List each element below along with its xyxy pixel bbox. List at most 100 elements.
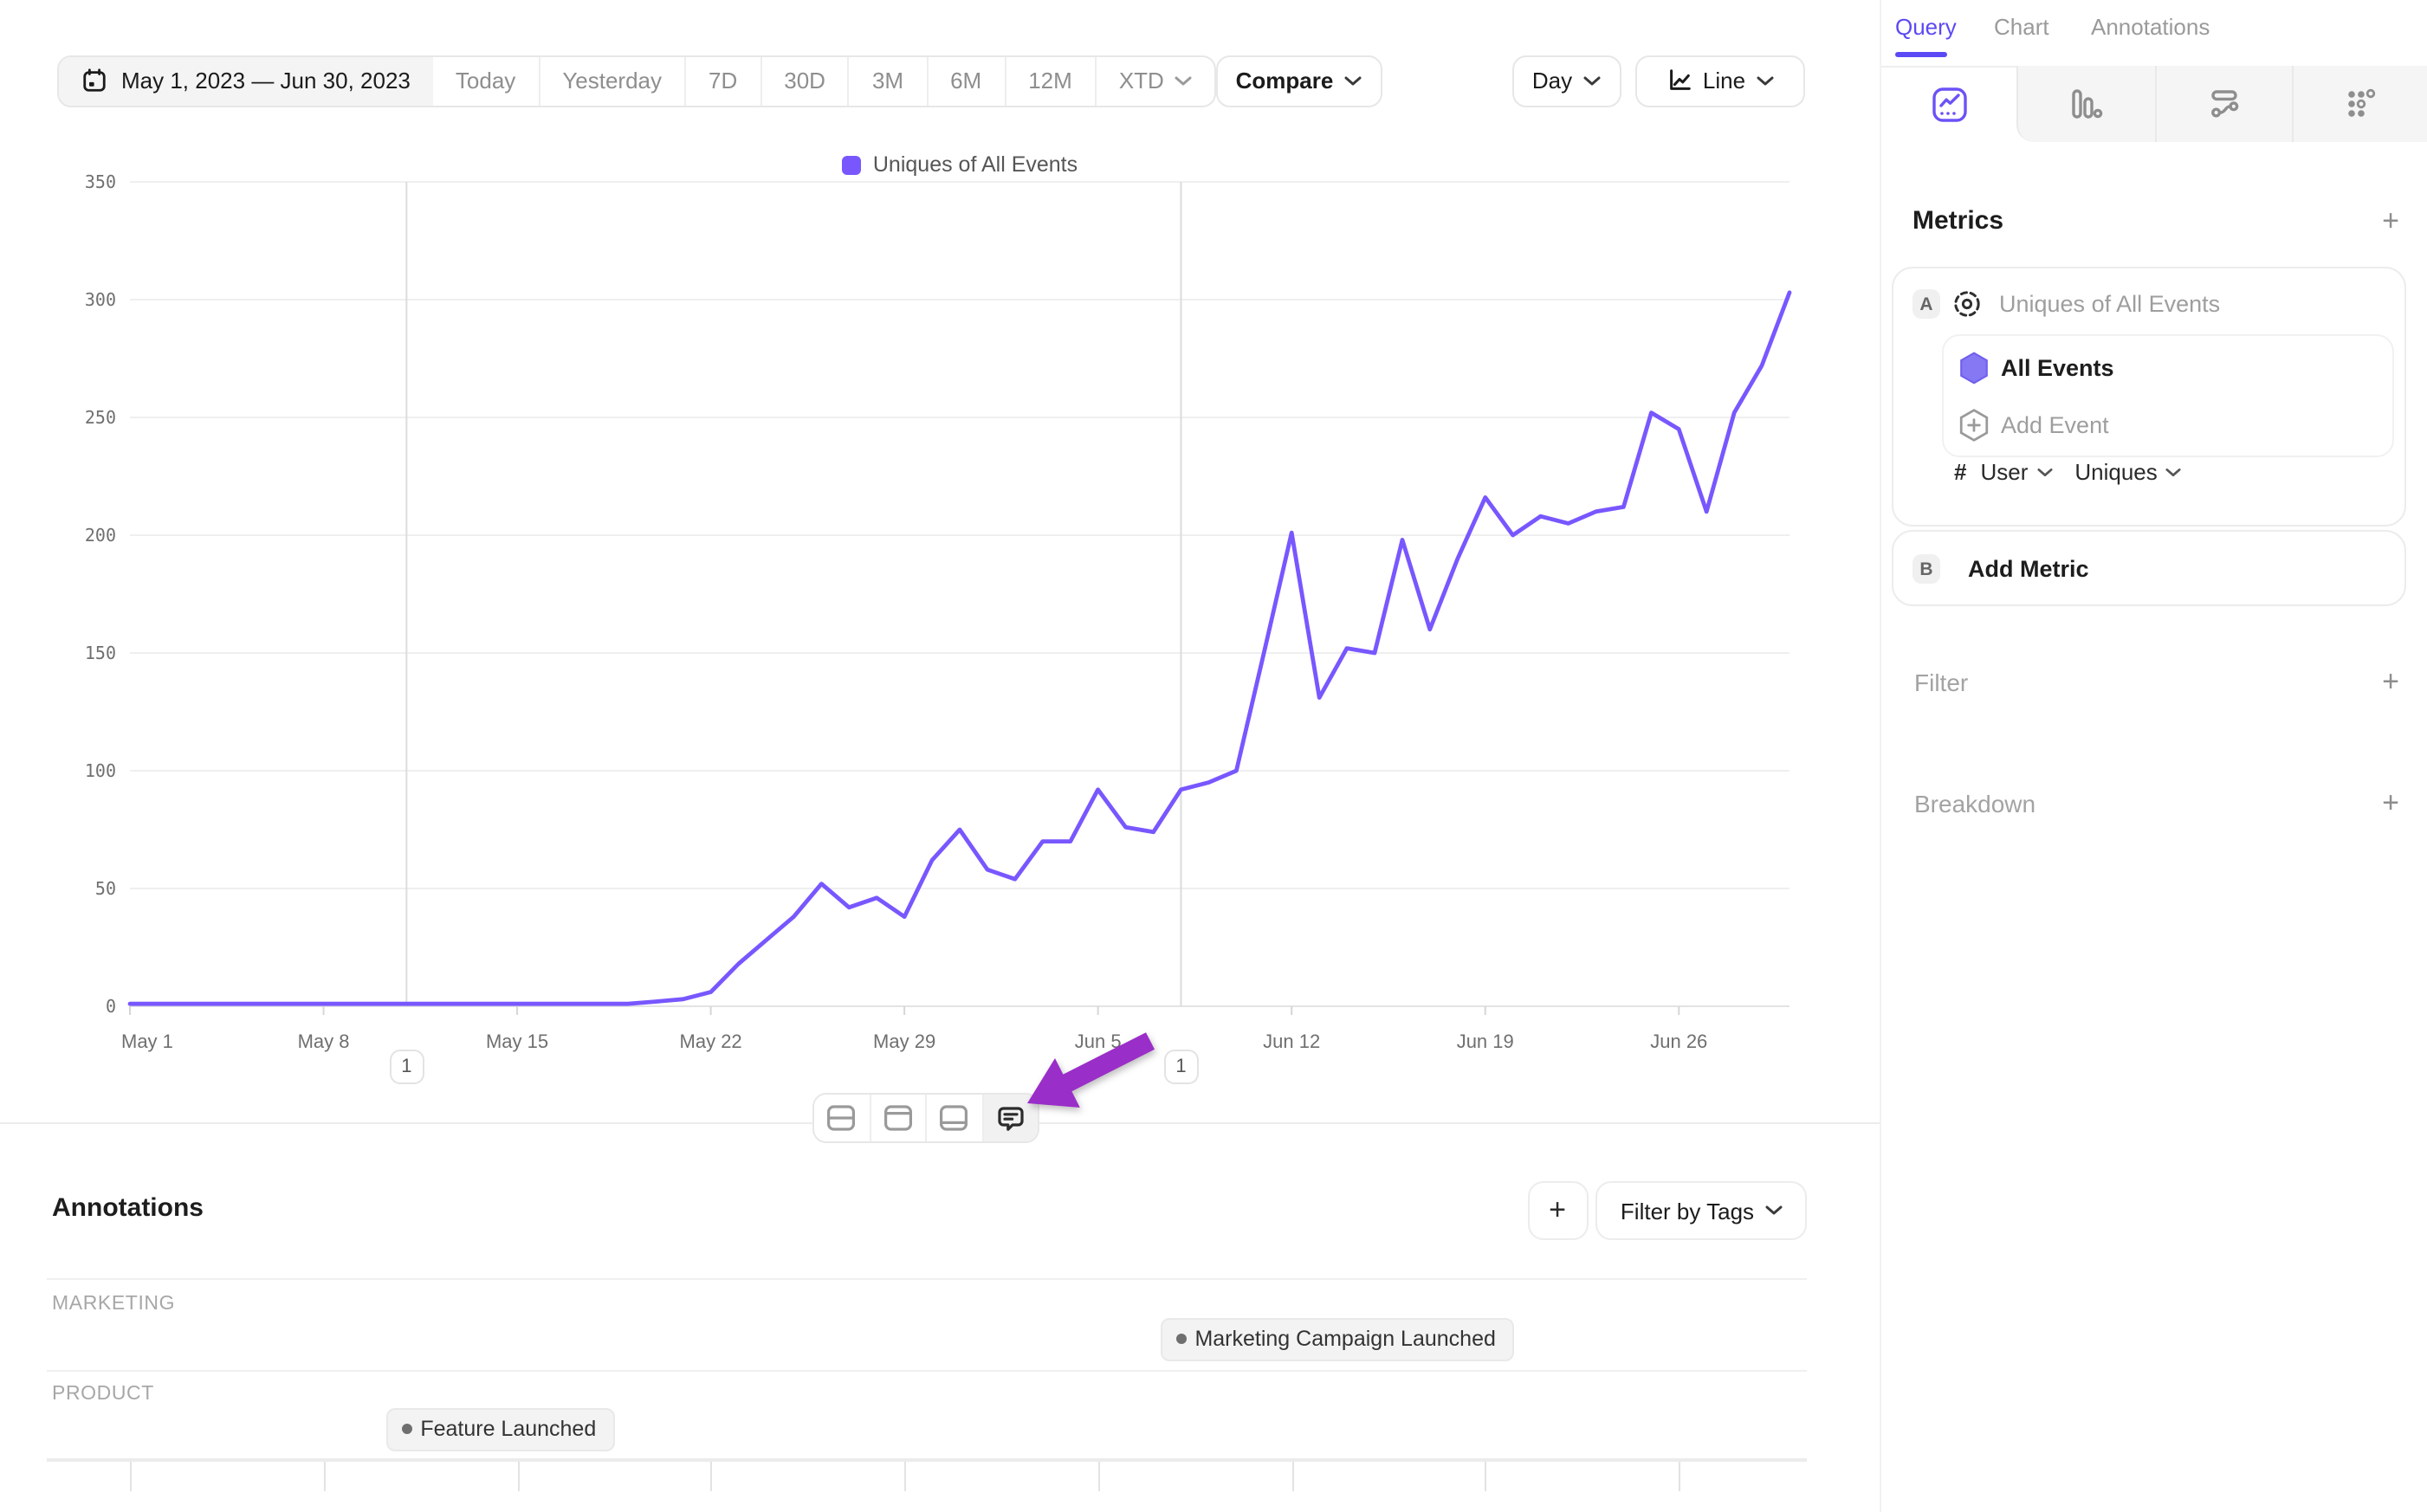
annotation-count-badge[interactable]: 1 <box>1163 1050 1199 1084</box>
filter-by-tags-label: Filter by Tags <box>1620 1198 1755 1224</box>
y-axis-tick-label: 150 <box>85 643 116 663</box>
ruler-tick <box>1485 1462 1487 1491</box>
x-axis-tick-label: May 8 <box>298 1031 350 1052</box>
breakdown-section-label: Breakdown <box>1914 790 2036 817</box>
x-axis-tick-label: May 22 <box>680 1031 742 1052</box>
chart-type-dropdown[interactable]: Line <box>1635 55 1804 107</box>
y-axis-tick-label: 250 <box>85 407 116 428</box>
preset-6m-button[interactable]: 6M <box>926 56 1004 105</box>
line-chart[interactable]: 0 50 100 150 200 250 300 350 May 1 May 8 May 15 May… <box>47 165 1796 1065</box>
chevron-down-icon <box>1175 75 1192 85</box>
add-breakdown-button[interactable]: + <box>2382 788 2399 817</box>
tab-query[interactable]: Query <box>1895 14 1957 40</box>
y-axis-tick-label: 350 <box>85 171 116 192</box>
annotation-chip-label: Feature Launched <box>420 1417 597 1441</box>
ruler-tick <box>130 1462 132 1491</box>
metric-b-badge: B <box>1912 554 1940 584</box>
chevron-down-icon <box>1756 75 1773 85</box>
aggregation-function-dropdown[interactable]: Uniques <box>2074 459 2158 485</box>
calendar-icon <box>83 68 106 92</box>
tab-annotations[interactable]: Annotations <box>2091 14 2210 40</box>
events-list-card: All Events Add Event <box>1942 334 2394 457</box>
bottom-panel-layout-button[interactable] <box>925 1095 981 1141</box>
add-filter-button[interactable]: + <box>2382 667 2399 696</box>
add-annotation-button[interactable]: + <box>1527 1181 1588 1240</box>
x-axis-tick-label: Jun 26 <box>1650 1031 1707 1052</box>
plus-icon: + <box>2382 204 2399 237</box>
bottom-panel-layout-icon <box>940 1105 968 1131</box>
top-panel-layout-button[interactable] <box>869 1095 925 1141</box>
annotations-panel-title: Annotations <box>52 1193 204 1223</box>
x-axis-tick-label: Jun 19 <box>1457 1031 1514 1052</box>
event-item-label[interactable]: All Events <box>2001 355 2114 381</box>
count-symbol: # <box>1954 459 1967 485</box>
chevron-down-icon <box>2166 468 2182 476</box>
split-horizontal-layout-icon <box>827 1105 856 1131</box>
x-axis-tick-label: May 29 <box>873 1031 935 1052</box>
add-event-hexagon-icon <box>1959 409 1989 442</box>
preset-3m-button[interactable]: 3M <box>847 56 926 105</box>
annotation-dot-icon <box>1175 1334 1187 1344</box>
flows-view-tab[interactable] <box>2154 65 2292 141</box>
plus-icon: + <box>2382 665 2399 698</box>
ruler-tick <box>1291 1462 1294 1491</box>
plus-icon: + <box>2382 786 2399 819</box>
chevron-down-icon <box>2036 468 2052 476</box>
line-insights-icon <box>1932 87 1966 121</box>
metric-a-badge: A <box>1912 289 1940 319</box>
x-axis-tick-label: May 1 <box>121 1031 173 1052</box>
metric-a-name[interactable]: Uniques of All Events <box>1999 291 2221 317</box>
top-panel-layout-icon <box>883 1105 912 1131</box>
y-axis-tick-label: 0 <box>106 996 116 1017</box>
flows-icon <box>2210 89 2238 117</box>
annotations-comment-button[interactable] <box>981 1095 1038 1141</box>
x-axis-tick-label: Jun 12 <box>1263 1031 1320 1052</box>
ruler-tick <box>710 1462 713 1491</box>
series-color-swatch <box>841 155 861 174</box>
all-events-hexagon-icon <box>1960 352 1988 384</box>
compare-button[interactable]: Compare <box>1215 55 1382 107</box>
line-chart-icon <box>1670 69 1691 90</box>
add-metric-card[interactable]: B Add Metric <box>1892 530 2406 606</box>
date-range-label: May 1, 2023 — Jun 30, 2023 <box>121 68 411 94</box>
uniques-series-line[interactable] <box>127 290 1792 1006</box>
active-tab-underline <box>1895 52 1947 57</box>
chart-footer-toolbar <box>812 1093 1039 1143</box>
metrics-heading: Metrics <box>1912 206 2004 236</box>
compare-label: Compare <box>1235 68 1334 94</box>
annotation-dot-icon <box>401 1424 412 1434</box>
ruler-tick <box>323 1462 326 1491</box>
lane-divider <box>47 1277 1807 1279</box>
add-event-button[interactable]: Add Event <box>2001 412 2109 438</box>
annotation-count-badge[interactable]: 1 <box>389 1050 424 1084</box>
aggregation-row: # User Uniques <box>1954 459 2182 485</box>
preset-yesterday-button[interactable]: Yesterday <box>538 56 684 105</box>
preset-30d-button[interactable]: 30D <box>760 56 848 105</box>
tab-chart[interactable]: Chart <box>1994 14 2049 40</box>
date-range-segmented-control: May 1, 2023 — Jun 30, 2023 Today Yesterda… <box>57 55 1216 107</box>
aggregation-entity-dropdown[interactable]: User <box>1980 459 2029 485</box>
split-horizontal-layout-button[interactable] <box>814 1095 869 1141</box>
annotation-chip[interactable]: Feature Launched <box>385 1407 616 1451</box>
filter-by-tags-dropdown[interactable]: Filter by Tags <box>1595 1181 1807 1240</box>
metric-settings-icon[interactable] <box>1951 288 1984 320</box>
y-axis-tick-label: 300 <box>85 289 116 310</box>
preset-today-button[interactable]: Today <box>455 68 516 94</box>
line-insights-view-tab[interactable] <box>1881 65 2017 141</box>
dot-grid-view-tab[interactable] <box>2291 65 2427 141</box>
date-range-button[interactable]: May 1, 2023 — Jun 30, 2023 <box>59 56 433 105</box>
granularity-dropdown[interactable]: Day <box>1511 55 1621 107</box>
comment-bubble-icon <box>997 1106 1024 1130</box>
preset-12m-button[interactable]: 12M <box>1004 56 1095 105</box>
add-metric-plus-button[interactable]: + <box>2382 206 2399 236</box>
annotation-chip[interactable]: Marketing Campaign Launched <box>1160 1317 1515 1360</box>
series-legend-label: Uniques of All Events <box>872 152 1078 177</box>
ruler-tick <box>1679 1462 1681 1491</box>
dot-grid-icon <box>2347 87 2375 116</box>
preset-7d-button[interactable]: 7D <box>684 56 760 105</box>
bar-chart-view-tab[interactable] <box>2016 65 2154 141</box>
y-axis-tick-label: 50 <box>95 878 116 899</box>
preset-xtd-button[interactable]: XTD <box>1094 56 1214 105</box>
